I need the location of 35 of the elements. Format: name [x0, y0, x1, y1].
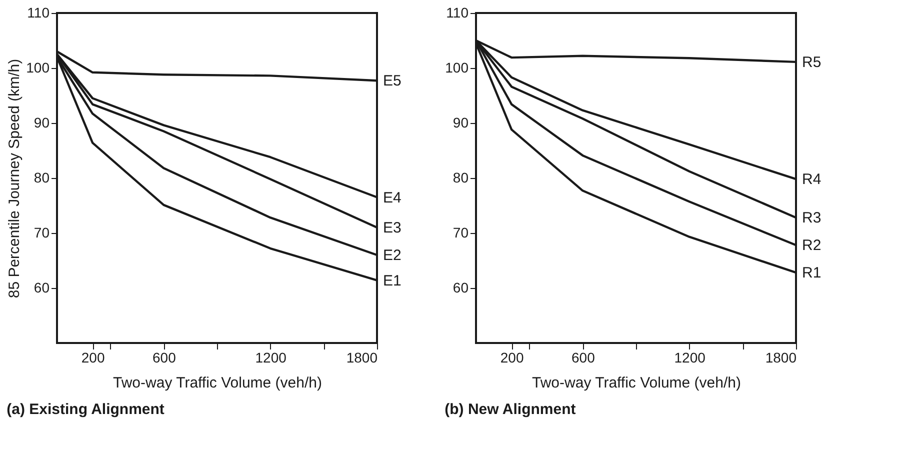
x-tick-label: 600: [571, 350, 596, 366]
series-label: E4: [383, 189, 402, 206]
x-tick-label: 200: [500, 350, 524, 366]
x-tick-label: 1200: [255, 350, 287, 366]
series-label: R4: [802, 171, 822, 188]
series-label: R1: [802, 264, 822, 282]
x-axis-title: Two-way Traffic Volume (veh/h): [532, 374, 741, 392]
y-tick-label: 60: [34, 280, 50, 296]
y-tick-label: 90: [34, 114, 50, 130]
y-tick-label: 90: [452, 114, 469, 130]
x-tick-label: 600: [152, 350, 176, 366]
series-label: E1: [383, 272, 402, 290]
y-tick-label: 80: [452, 170, 469, 186]
series-label: E2: [383, 247, 402, 264]
text: (b) New Alignment: [444, 401, 576, 418]
x-tick-label: 1200: [674, 350, 706, 366]
y-tick-label: 80: [34, 170, 50, 186]
y-tick-label: 60: [452, 280, 469, 296]
y-tick-label: 110: [27, 4, 50, 20]
x-tick-label: 1800: [765, 350, 797, 366]
text: (a) Existing Alignment: [6, 401, 164, 418]
x-tick-label: 1800: [346, 350, 378, 366]
x-tick-label: 200: [81, 350, 105, 366]
series-label: E3: [383, 220, 402, 236]
y-axis-title: 85 Percentile Journey Speed (km/h): [6, 58, 24, 298]
series-label: R5: [802, 54, 822, 71]
series-label: E5: [383, 72, 402, 90]
series-label: R2: [802, 237, 822, 254]
x-axis-title: Two-way Traffic Volume (veh/h): [113, 374, 322, 392]
y-tick-label: 100: [26, 60, 50, 76]
y-tick-label: 70: [34, 224, 50, 240]
series-label: R3: [802, 210, 822, 227]
y-tick-label: 100: [445, 60, 469, 76]
y-tick-label: 110: [446, 4, 469, 20]
y-tick-label: 70: [452, 224, 469, 240]
